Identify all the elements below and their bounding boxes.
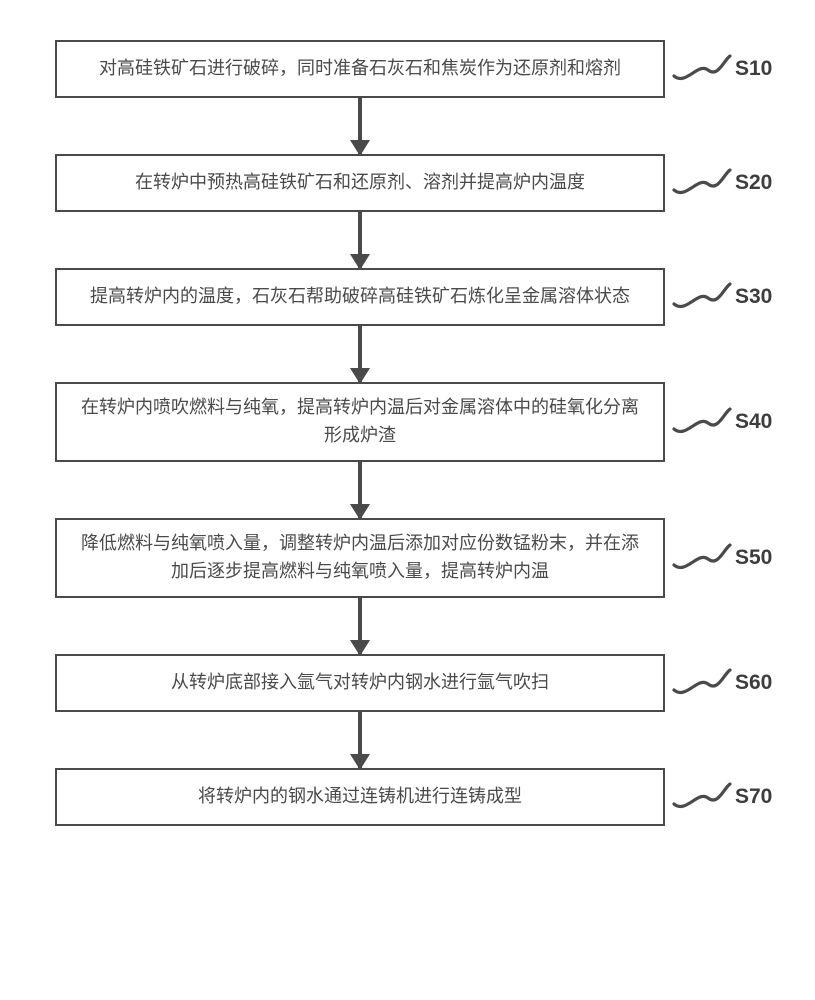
arrow-down-icon bbox=[358, 462, 362, 518]
flowchart-root: 对高硅铁矿石进行破碎，同时准备石灰石和焦炭作为还原剂和熔剂 S10 在转炉中预热高硅… bbox=[0, 40, 815, 826]
squiggle-connector-icon bbox=[672, 780, 732, 814]
squiggle-connector-icon bbox=[672, 166, 732, 200]
step-label-s40: S40 bbox=[735, 410, 772, 434]
step-label-s20: S20 bbox=[735, 171, 772, 195]
squiggle-connector-icon bbox=[672, 280, 732, 314]
step-label-s30: S30 bbox=[735, 285, 772, 309]
arrow-down-icon bbox=[358, 212, 362, 268]
step-row-s50: 降低燃料与纯氧喷入量，调整转炉内温后添加对应份数锰粉末，并在添加后逐步提高燃料与… bbox=[0, 518, 815, 598]
step-row-s40: 在转炉内喷吹燃料与纯氧，提高转炉内温后对金属溶体中的硅氧化分离形成炉渣 S40 bbox=[0, 382, 815, 462]
step-label-s60: S60 bbox=[735, 671, 772, 695]
squiggle-connector-icon bbox=[672, 405, 732, 439]
step-label-s70: S70 bbox=[735, 785, 772, 809]
arrow-down-icon bbox=[358, 98, 362, 154]
step-box-s70: 将转炉内的钢水通过连铸机进行连铸成型 bbox=[55, 768, 665, 826]
arrow-connector bbox=[0, 462, 815, 518]
step-row-s20: 在转炉中预热高硅铁矿石和还原剂、溶剂并提高炉内温度 S20 bbox=[0, 154, 815, 212]
step-row-s30: 提高转炉内的温度，石灰石帮助破碎高硅铁矿石炼化呈金属溶体状态 S30 bbox=[0, 268, 815, 326]
step-box-s30: 提高转炉内的温度，石灰石帮助破碎高硅铁矿石炼化呈金属溶体状态 bbox=[55, 268, 665, 326]
arrow-down-icon bbox=[358, 326, 362, 382]
arrow-down-icon bbox=[358, 598, 362, 654]
step-row-s70: 将转炉内的钢水通过连铸机进行连铸成型 S70 bbox=[0, 768, 815, 826]
step-label-s50: S50 bbox=[735, 546, 772, 570]
step-box-s20: 在转炉中预热高硅铁矿石和还原剂、溶剂并提高炉内温度 bbox=[55, 154, 665, 212]
step-row-s10: 对高硅铁矿石进行破碎，同时准备石灰石和焦炭作为还原剂和熔剂 S10 bbox=[0, 40, 815, 98]
step-box-s10: 对高硅铁矿石进行破碎，同时准备石灰石和焦炭作为还原剂和熔剂 bbox=[55, 40, 665, 98]
step-box-s40: 在转炉内喷吹燃料与纯氧，提高转炉内温后对金属溶体中的硅氧化分离形成炉渣 bbox=[55, 382, 665, 462]
step-box-s50: 降低燃料与纯氧喷入量，调整转炉内温后添加对应份数锰粉末，并在添加后逐步提高燃料与… bbox=[55, 518, 665, 598]
step-row-s60: 从转炉底部接入氩气对转炉内钢水进行氩气吹扫 S60 bbox=[0, 654, 815, 712]
step-label-s10: S10 bbox=[735, 57, 772, 81]
arrow-connector bbox=[0, 98, 815, 154]
arrow-connector bbox=[0, 712, 815, 768]
squiggle-connector-icon bbox=[672, 666, 732, 700]
arrow-connector bbox=[0, 326, 815, 382]
arrow-connector bbox=[0, 212, 815, 268]
squiggle-connector-icon bbox=[672, 52, 732, 86]
step-box-s60: 从转炉底部接入氩气对转炉内钢水进行氩气吹扫 bbox=[55, 654, 665, 712]
arrow-down-icon bbox=[358, 712, 362, 768]
squiggle-connector-icon bbox=[672, 541, 732, 575]
arrow-connector bbox=[0, 598, 815, 654]
